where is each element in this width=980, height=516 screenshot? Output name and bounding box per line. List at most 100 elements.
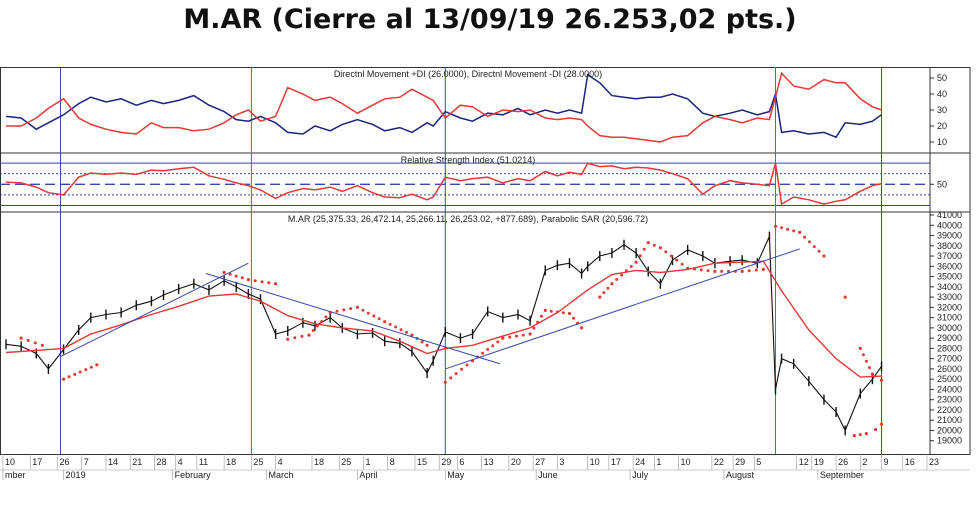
y-tick-label: 33000: [937, 292, 962, 302]
sar-point: [420, 340, 424, 344]
sar-point: [300, 334, 304, 338]
sar-point: [501, 336, 505, 340]
sar-point: [858, 346, 862, 350]
sar-point: [521, 333, 525, 337]
sar-point: [274, 282, 278, 286]
sar-point: [449, 376, 453, 380]
sar-point: [561, 311, 565, 315]
x-tick-label: 19: [814, 457, 824, 467]
sar-point: [602, 291, 606, 295]
month-label: March: [269, 470, 294, 480]
y-tick-label: 41000: [937, 210, 962, 220]
y-tick-label: 22000: [937, 405, 962, 415]
sar-point: [606, 286, 610, 290]
y-tick-label: 31000: [937, 313, 962, 323]
sar-point: [228, 272, 232, 276]
sar-point: [372, 314, 376, 318]
sar-point: [496, 340, 500, 344]
sar-point: [388, 322, 392, 326]
x-tick-label: 6: [459, 457, 464, 467]
sar-point: [843, 295, 847, 299]
sar-point: [19, 336, 23, 340]
x-tick-label: 26: [60, 457, 70, 467]
sar-point: [349, 307, 353, 311]
y-tick-label: 32000: [937, 302, 962, 312]
y-tick-label: 38000: [937, 241, 962, 251]
chart-title: M.AR (Cierre al 13/09/19 26.253,02 pts.): [183, 4, 797, 35]
y-tick-label: 50: [937, 179, 947, 189]
x-tick-label: 29: [735, 457, 745, 467]
x-tick-label: 18: [226, 457, 236, 467]
sar-point: [652, 243, 656, 247]
axes: Directnl Movement +DI (26.0000), Directn…: [0, 69, 970, 480]
y-tick-label: 39000: [937, 231, 962, 241]
sar-point: [664, 250, 668, 254]
sar-point: [867, 366, 871, 370]
sar-point: [807, 240, 811, 244]
y-tick-label: 26000: [937, 364, 962, 374]
sar-point: [727, 269, 730, 273]
y-tick-label: 36000: [937, 261, 962, 271]
sar-point: [852, 434, 856, 438]
sar-point: [240, 276, 244, 280]
sar-point: [253, 279, 257, 283]
sar-point: [624, 269, 628, 273]
sar-point: [62, 377, 66, 381]
sar-point: [629, 265, 633, 268]
x-tick-label: 25: [341, 457, 351, 467]
y-tick-label: 27000: [937, 354, 962, 364]
sar-point: [740, 269, 744, 273]
sar-point: [40, 343, 45, 347]
sar-point: [642, 247, 646, 251]
sar-point: [286, 337, 290, 341]
y-tick-label: 40000: [937, 220, 962, 230]
sar-point: [879, 422, 884, 426]
x-tick-label: 4: [278, 457, 283, 467]
sar-point: [646, 241, 650, 245]
sar-point: [792, 229, 796, 233]
sar-point: [454, 372, 458, 376]
sar-point: [311, 329, 315, 332]
series-line-relative-strength-index: [5, 162, 882, 206]
x-tick-label: 22: [714, 457, 724, 467]
sar-point: [699, 268, 703, 272]
y-tick-label: 29000: [937, 333, 962, 343]
series-line-moving-average: [5, 260, 882, 378]
chart-frame: [0, 67, 971, 455]
y-tick-label: 24000: [937, 384, 962, 394]
x-tick-label: 14: [108, 457, 118, 467]
sar-point: [383, 320, 387, 324]
sar-point: [706, 269, 710, 273]
x-tick-label: 5: [756, 457, 761, 467]
y-tick-label: 30000: [937, 323, 962, 333]
sar-point: [567, 311, 572, 316]
sar-point: [634, 260, 638, 264]
sar-point: [532, 326, 536, 330]
sar-point: [335, 309, 339, 313]
price-line: [5, 236, 882, 432]
x-tick-label: 2: [862, 457, 867, 467]
sar-point: [405, 330, 408, 334]
sar-point: [460, 367, 464, 371]
sar-point: [638, 254, 642, 258]
x-tick-label: 8: [390, 457, 395, 467]
sar-point: [555, 310, 559, 314]
month-label: February: [175, 470, 212, 480]
series-line-directnl-movement-di: [6, 71, 882, 143]
x-tick-label: 20: [511, 457, 521, 467]
sar-point: [786, 227, 790, 231]
sar-point: [675, 258, 679, 262]
sar-point: [713, 269, 717, 273]
sar-point: [761, 267, 766, 271]
sar-point: [84, 368, 88, 372]
x-tick-label: 10: [590, 457, 600, 467]
sar-point: [817, 249, 821, 253]
x-tick-label: 12: [799, 457, 809, 467]
sar-point: [293, 336, 297, 340]
sar-point: [399, 328, 403, 332]
sar-point: [361, 308, 365, 312]
sar-point: [425, 343, 429, 347]
sar-point: [491, 344, 495, 348]
x-tick-label: 28: [156, 457, 166, 467]
sar-point: [73, 372, 77, 376]
